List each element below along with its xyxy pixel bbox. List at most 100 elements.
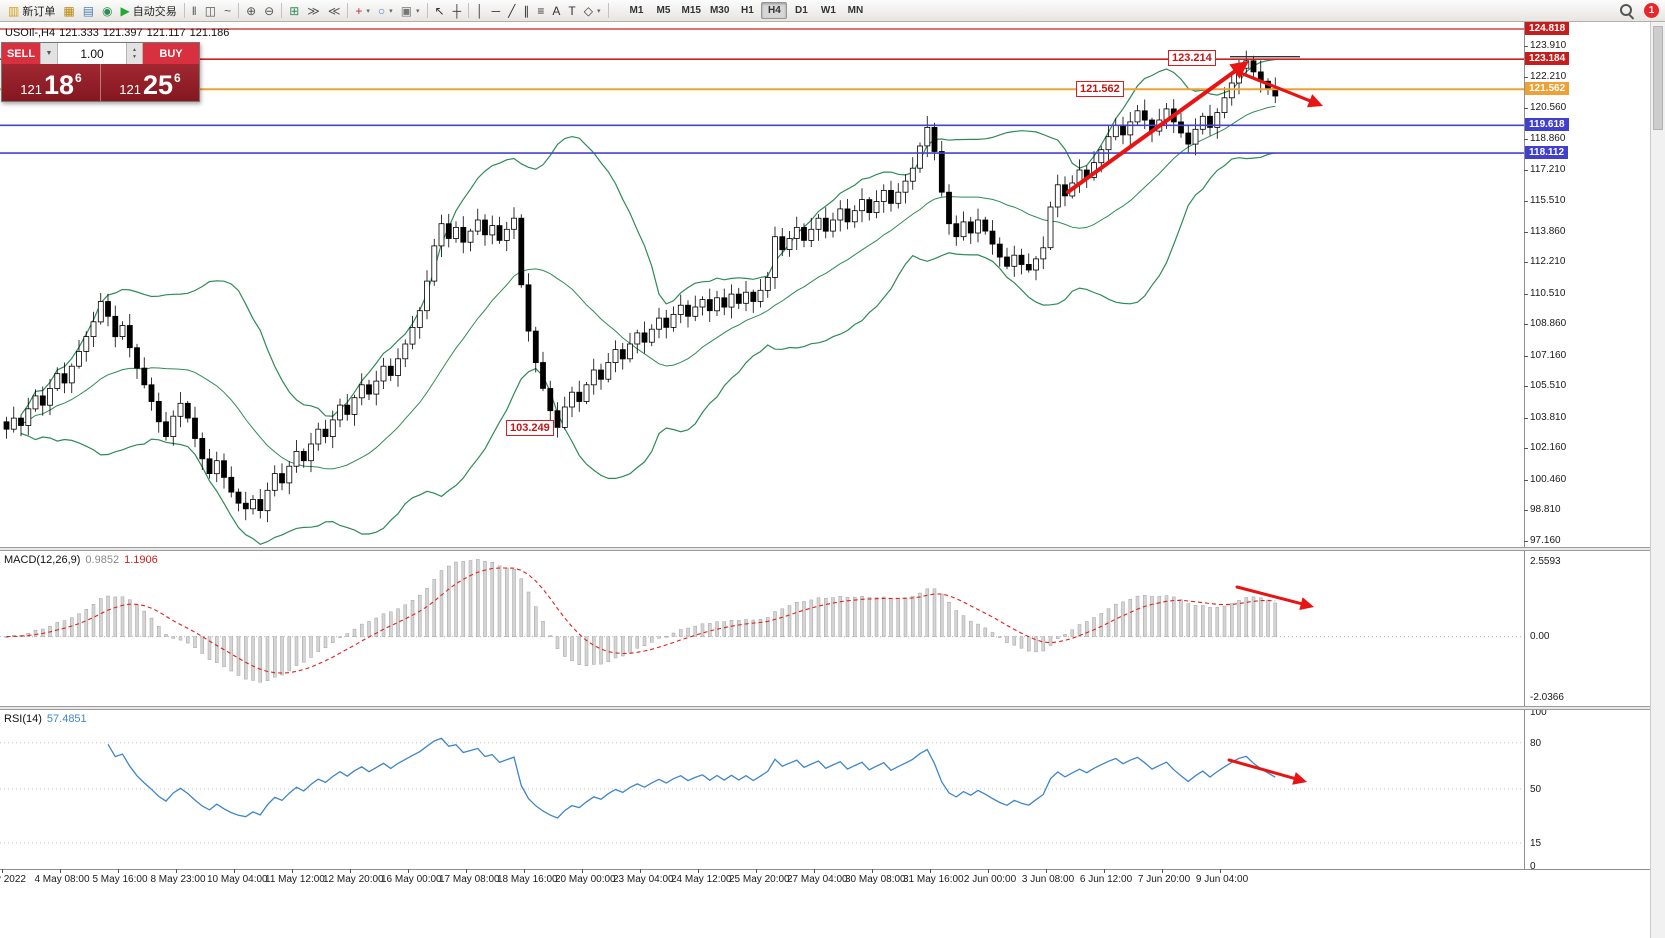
timeframe-h4-button[interactable]: H4 <box>761 2 788 19</box>
periods-button[interactable]: ○ ▾ <box>374 1 397 20</box>
notification-badge[interactable]: 1 <box>1644 3 1659 18</box>
time-axis-label: 23 May 04:00 <box>613 874 674 885</box>
price-scale-badge: 118.112 <box>1525 146 1569 160</box>
timeframe-d1-button[interactable]: D1 <box>795 5 808 16</box>
auto-trading-button[interactable]: ▶ 自动交易 <box>117 1 181 20</box>
navigator-button[interactable]: ◉ <box>98 1 116 20</box>
tile-windows-button[interactable]: ⊞ <box>285 1 303 20</box>
timeframe-m30-button[interactable]: M30 <box>709 5 730 16</box>
time-axis-label: 20 May 00:00 <box>555 874 616 885</box>
horizontal-line-button[interactable]: ─ <box>488 1 505 20</box>
equidistant-channel-button[interactable]: ∥ <box>519 1 533 20</box>
close-value: 121.186 <box>189 27 230 39</box>
price-scale-tick <box>1524 417 1528 419</box>
time-axis-label: 8 May 23:00 <box>150 874 206 885</box>
sell-price-display[interactable]: 121 18 6 <box>2 64 100 101</box>
tile-windows-icon: ⊞ <box>289 3 300 18</box>
price-scale-tick <box>1524 262 1528 264</box>
timeframe-m1-button[interactable]: M1 <box>629 5 644 16</box>
auto-trading-icon: ▶ <box>120 3 130 18</box>
cursor-button[interactable]: ↖ <box>431 1 449 20</box>
panel-splitter[interactable] <box>0 547 1650 551</box>
cursor-icon: ↖ <box>434 3 445 18</box>
horizontal-line-icon: ─ <box>491 3 501 18</box>
buy-button[interactable]: BUY <box>143 43 199 64</box>
volume-spinner[interactable]: ▲ ▼ <box>126 43 143 64</box>
symbol-label: USOIl-,H4 <box>5 27 56 39</box>
indicators-icon: + <box>355 3 363 18</box>
rsi-panel-canvas[interactable] <box>0 710 1524 869</box>
new-order-button[interactable]: ▥ 新订单 <box>4 1 59 20</box>
panel-splitter[interactable] <box>0 706 1650 710</box>
time-axis-tick <box>350 869 351 873</box>
sell-button[interactable]: SELL <box>2 43 40 64</box>
crosshair-icon: ┼ <box>452 3 462 18</box>
price-scale-tick <box>1524 231 1528 233</box>
price-scale-badge: 124.818 <box>1525 22 1570 35</box>
time-axis-tick <box>118 869 119 873</box>
scrollbar-thumb[interactable] <box>1653 26 1663 130</box>
macd-indicator-label: MACD(12,26,9) 0.9852 1.1906 <box>4 554 163 566</box>
zoom-in-button[interactable]: ⊕ <box>242 1 260 20</box>
buy-price-pips: 25 <box>142 70 174 101</box>
toolbar-separator <box>183 3 185 18</box>
fib-retracement-button[interactable]: ≡ <box>533 1 548 20</box>
line-chart-button[interactable]: ~ <box>220 1 235 20</box>
templates-button[interactable]: ▣ ▾ <box>397 1 424 20</box>
low-value: 121.117 <box>146 27 186 39</box>
price-annotation-label[interactable]: 121.562 <box>1076 81 1124 97</box>
price-scale-tick <box>1524 169 1528 171</box>
crosshair-button[interactable]: ┼ <box>449 1 466 20</box>
price-scale-label: 118.860 <box>1530 133 1566 145</box>
time-axis-tick <box>698 869 699 873</box>
magnifier-glass <box>1620 4 1632 16</box>
zoom-out-button[interactable]: ⊖ <box>260 1 278 20</box>
market-watch-button[interactable]: ▤ <box>79 1 98 20</box>
trendline-button[interactable]: ╱ <box>504 1 519 20</box>
price-scale-label: 107.160 <box>1530 349 1567 361</box>
shapes-button[interactable]: ◇ ▾ <box>580 1 605 20</box>
timeframe-mn-button[interactable]: MN <box>847 5 864 16</box>
timeframe-w1-button[interactable]: W1 <box>820 5 836 16</box>
macd-name: MACD(12,26,9) <box>4 554 81 566</box>
search-icon[interactable] <box>1620 4 1635 20</box>
vertical-line-button[interactable]: │ <box>472 1 488 20</box>
price-annotation-label[interactable]: 103.249 <box>506 420 554 436</box>
candlestick-chart-button[interactable]: ◫ <box>201 1 220 20</box>
text-button[interactable]: A <box>548 1 564 20</box>
time-axis-label: 30 May 08:00 <box>845 874 906 885</box>
toolbar-separator <box>426 3 428 18</box>
price-scale-badge: 119.618 <box>1525 118 1569 132</box>
time-axis-tick <box>2 869 3 873</box>
time-axis-tick <box>60 869 61 873</box>
new-order-icon: ▥ <box>8 3 20 18</box>
timeframe-m15-button[interactable]: M15 <box>681 5 701 16</box>
auto-scroll-button[interactable]: ≫ <box>303 1 324 20</box>
price-scale-tick <box>1524 510 1528 512</box>
indicators-button[interactable]: + ▾ <box>351 1 374 20</box>
chart-shift-button[interactable]: ≪ <box>324 1 345 20</box>
volume-input[interactable]: 1.00 <box>57 43 126 64</box>
time-axis-label: 6 Jun 12:00 <box>1079 874 1133 885</box>
price-scale-tick <box>1524 139 1528 141</box>
time-axis-label: 9 Jun 04:00 <box>1195 874 1249 885</box>
macd-panel-canvas[interactable] <box>0 551 1524 706</box>
price-chart-canvas[interactable] <box>0 22 1524 547</box>
timeframe-h1-button[interactable]: H1 <box>741 5 754 16</box>
toolbar-separator <box>281 3 283 18</box>
price-scale-badge: 121.562 <box>1525 82 1570 96</box>
chevron-down-icon: ▾ <box>366 7 370 15</box>
price-annotation-label[interactable]: 123.214 <box>1168 50 1216 66</box>
rsi-name: RSI(14) <box>4 713 42 725</box>
chevron-down-icon: ▾ <box>416 7 420 15</box>
buy-price-display[interactable]: 121 25 6 <box>100 64 199 101</box>
vertical-scrollbar[interactable] <box>1650 0 1665 938</box>
price-scale-label: 123.910 <box>1530 39 1567 51</box>
bar-chart-button[interactable]: ‖ <box>188 1 201 20</box>
timeframe-m5-button[interactable]: M5 <box>656 5 671 16</box>
text-label-button[interactable]: T <box>564 1 579 20</box>
chart-windows-icon: ▦ <box>63 3 75 18</box>
chart-windows-button[interactable]: ▦ <box>59 1 78 20</box>
trade-options-dropdown[interactable]: ▼ <box>40 43 57 64</box>
